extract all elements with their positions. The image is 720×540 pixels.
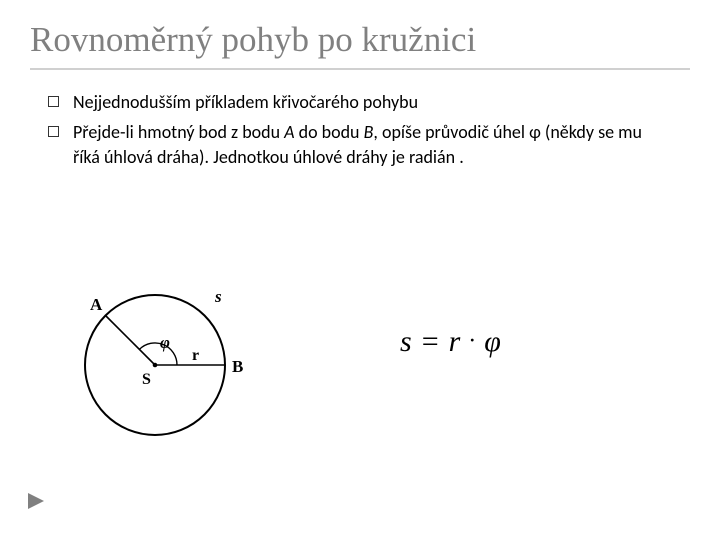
var-a: A xyxy=(284,121,294,143)
center-dot xyxy=(153,363,158,368)
var-b: B xyxy=(364,121,374,143)
slide-nav-arrow-icon xyxy=(28,493,50,516)
text-fragment: do bodu xyxy=(295,121,364,143)
label-b: B xyxy=(232,357,243,376)
formula-eq: = xyxy=(416,325,445,358)
bullet-marker xyxy=(48,96,59,107)
bullet-text: Nejjednodušším příkladem křivočarého poh… xyxy=(73,90,418,114)
list-item: Nejjednodušším příkladem křivočarého poh… xyxy=(48,90,672,114)
label-r: r xyxy=(192,347,199,364)
text-fragment: Přejde-li hmotný bod z bodu xyxy=(73,121,284,143)
label-phi: φ xyxy=(160,333,170,352)
label-arc-s: s xyxy=(214,287,222,306)
diagram-svg: A B S r φ s xyxy=(60,270,260,460)
label-s-center: S xyxy=(142,371,151,388)
formula-r: r xyxy=(449,325,461,358)
title-underline xyxy=(30,68,690,70)
bullet-text: Přejde-li hmotný bod z bodu A do bodu B,… xyxy=(73,120,672,169)
label-a: A xyxy=(90,295,103,314)
list-item: Přejde-li hmotný bod z bodu A do bodu B,… xyxy=(48,120,672,169)
bullet-list: Nejjednodušším příkladem křivočarého poh… xyxy=(0,90,720,169)
circle-diagram: A B S r φ s xyxy=(60,270,260,465)
formula-s: s xyxy=(400,325,412,358)
formula: s = r · φ xyxy=(400,325,501,359)
formula-dot: · xyxy=(464,328,480,354)
formula-phi: φ xyxy=(484,325,501,358)
bullet-marker xyxy=(48,126,59,137)
page-title: Rovnoměrný pohyb po kružnici xyxy=(0,0,720,68)
